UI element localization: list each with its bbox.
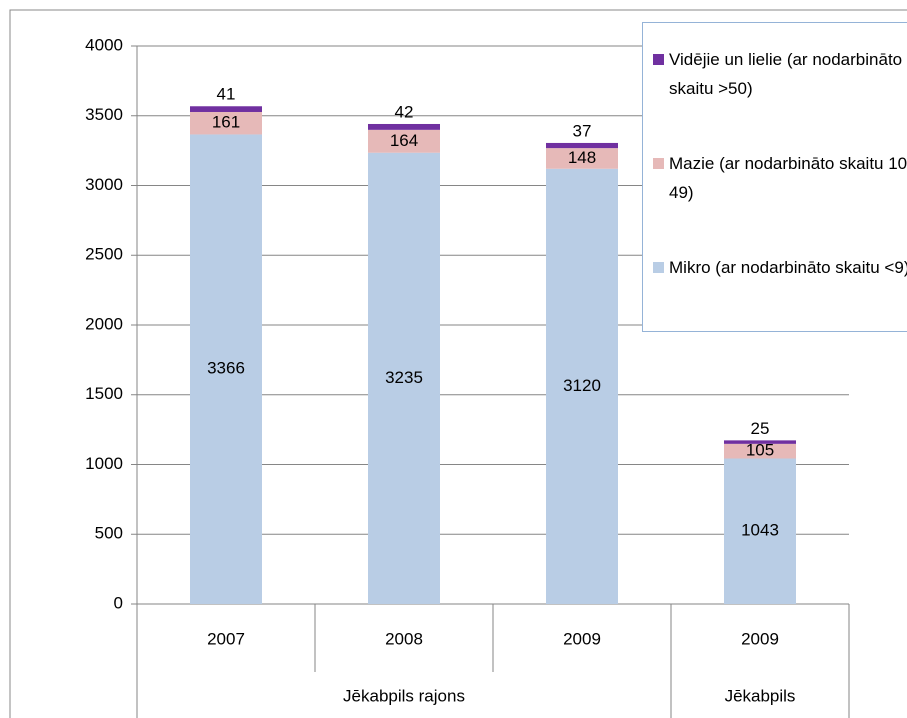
x-tick-label: 2008 [385, 629, 423, 648]
bar-segment [546, 148, 618, 169]
legend: Vidējie un lielie (ar nodarbināto skaitu… [642, 22, 907, 332]
bar-segment [190, 106, 262, 112]
legend-label: Mikro (ar nodarbināto skaitu <9) [669, 258, 907, 277]
data-label: 1043 [741, 521, 779, 540]
legend-label: Vidējie un lielie (ar nodarbināto skaitu… [669, 50, 903, 98]
legend-entry: Mikro (ar nodarbināto skaitu <9) [653, 253, 907, 282]
data-label: 3120 [563, 376, 601, 395]
y-tick-label: 2500 [85, 245, 123, 264]
data-label: 3235 [385, 368, 423, 387]
legend-swatch [653, 158, 664, 169]
bar-segment [724, 443, 796, 459]
data-label: 25 [751, 419, 770, 438]
chart-border [9, 9, 907, 718]
x-tick-label: 2009 [741, 629, 779, 648]
x-tick-label: 2009 [563, 629, 601, 648]
bar-segment [190, 134, 262, 604]
legend-label: Mazie (ar nodarbināto skaitu 10-49) [669, 154, 907, 202]
bar-segment [368, 129, 440, 153]
data-label: 37 [573, 121, 592, 140]
legend-entry: Mazie (ar nodarbināto skaitu 10-49) [653, 149, 907, 207]
y-tick-label: 0 [114, 593, 123, 612]
y-tick-label: 1500 [85, 384, 123, 403]
y-tick-label: 3500 [85, 105, 123, 124]
data-label: 41 [217, 85, 236, 104]
data-label: 3366 [207, 359, 245, 378]
bar-segment [724, 458, 796, 604]
y-tick-label: 4000 [85, 35, 123, 54]
bar-segment [546, 142, 618, 149]
legend-swatch [653, 262, 664, 273]
bar-segment [368, 152, 440, 604]
legend-entry: Vidējie un lielie (ar nodarbināto skaitu… [653, 45, 907, 103]
data-label: 148 [568, 148, 596, 167]
y-tick-label: 2000 [85, 314, 123, 333]
data-label: 105 [746, 441, 774, 460]
group-label: Jēkabpils rajons [343, 686, 465, 705]
data-label: 161 [212, 113, 240, 132]
data-label: 42 [395, 102, 414, 121]
y-tick-label: 1000 [85, 454, 123, 473]
bar-segment [724, 440, 796, 444]
y-tick-label: 3000 [85, 175, 123, 194]
x-tick-label: 2007 [207, 629, 245, 648]
bar-segment [190, 111, 262, 135]
bar-segment [368, 123, 440, 130]
y-tick-label: 500 [95, 524, 123, 543]
bar-segment [546, 168, 618, 604]
legend-swatch [653, 54, 664, 65]
data-label: 164 [390, 131, 418, 150]
group-label: Jēkabpils [725, 686, 796, 705]
